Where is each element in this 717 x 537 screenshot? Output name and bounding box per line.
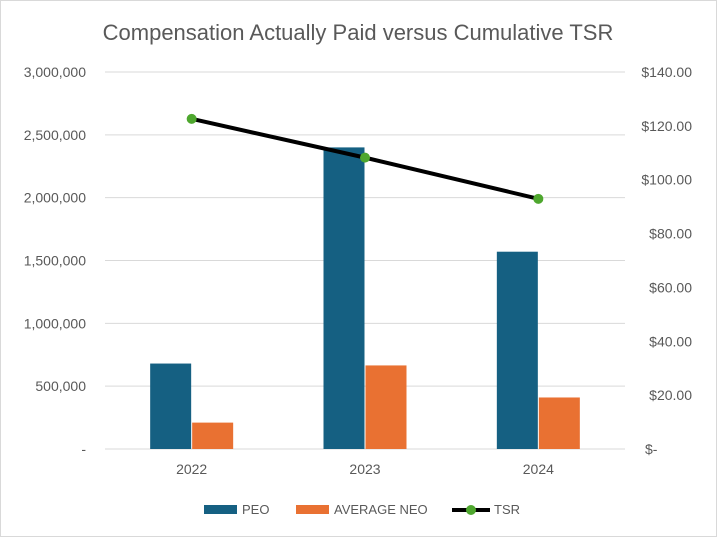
- legend: PEO AVERAGE NEO TSR: [204, 502, 520, 517]
- left-axis-label-1: 500,000: [35, 378, 86, 394]
- legend-label-average-neo: AVERAGE NEO: [334, 502, 428, 517]
- legend-swatch-marker-tsr: [466, 505, 476, 515]
- left-axis-label-0: -: [81, 441, 86, 457]
- left-axis-label-3: 1,500,000: [24, 253, 86, 269]
- left-axis-label-4: 2,000,000: [24, 190, 86, 206]
- right-axis-label-7: $140.00: [641, 64, 692, 80]
- chart-title: Compensation Actually Paid versus Cumula…: [103, 20, 614, 45]
- bar-peo-2023: [323, 147, 365, 449]
- tsr-point-2023: [360, 152, 370, 163]
- bar-peo-2024: [496, 251, 538, 449]
- legend-label-tsr: TSR: [494, 502, 520, 517]
- legend-swatch-peo: [204, 505, 237, 514]
- x-axis-label-2022: 2022: [176, 461, 207, 477]
- gridlines: [105, 71, 625, 450]
- left-axis-labels: - 500,000 1,000,000 1,500,000 2,000,000 2,500…: [24, 64, 87, 457]
- x-axis-labels: 2022 2023 2024: [176, 461, 554, 477]
- left-axis-label-6: 3,000,000: [24, 64, 86, 80]
- tsr-line-series: [186, 113, 544, 204]
- right-axis-label-5: $100.00: [641, 172, 692, 188]
- left-axis-label-5: 2,500,000: [24, 127, 86, 143]
- x-axis-label-2024: 2024: [523, 461, 554, 477]
- bar-average-neo-2022: [192, 422, 234, 449]
- right-axis-label-3: $60.00: [649, 279, 692, 295]
- right-axis-label-4: $80.00: [649, 226, 692, 242]
- bar-series: [150, 147, 580, 449]
- tsr-point-2022: [186, 113, 197, 124]
- right-axis-labels: $- $20.00 $40.00 $60.00 $80.00 $100.00 $120.00…: [641, 64, 692, 457]
- right-axis-label-0: $-: [645, 441, 658, 457]
- bar-average-neo-2024: [538, 397, 580, 449]
- right-axis-label-2: $40.00: [649, 333, 692, 349]
- x-axis-label-2023: 2023: [349, 461, 380, 477]
- bar-peo-2022: [150, 363, 192, 449]
- legend-label-peo: PEO: [242, 502, 269, 517]
- left-axis-label-2: 1,000,000: [24, 315, 86, 331]
- bar-average-neo-2023: [365, 365, 407, 449]
- tsr-point-2024: [533, 193, 544, 204]
- right-axis-label-1: $20.00: [649, 387, 692, 403]
- legend-swatch-average-neo: [296, 505, 329, 514]
- right-axis-label-6: $120.00: [641, 118, 692, 134]
